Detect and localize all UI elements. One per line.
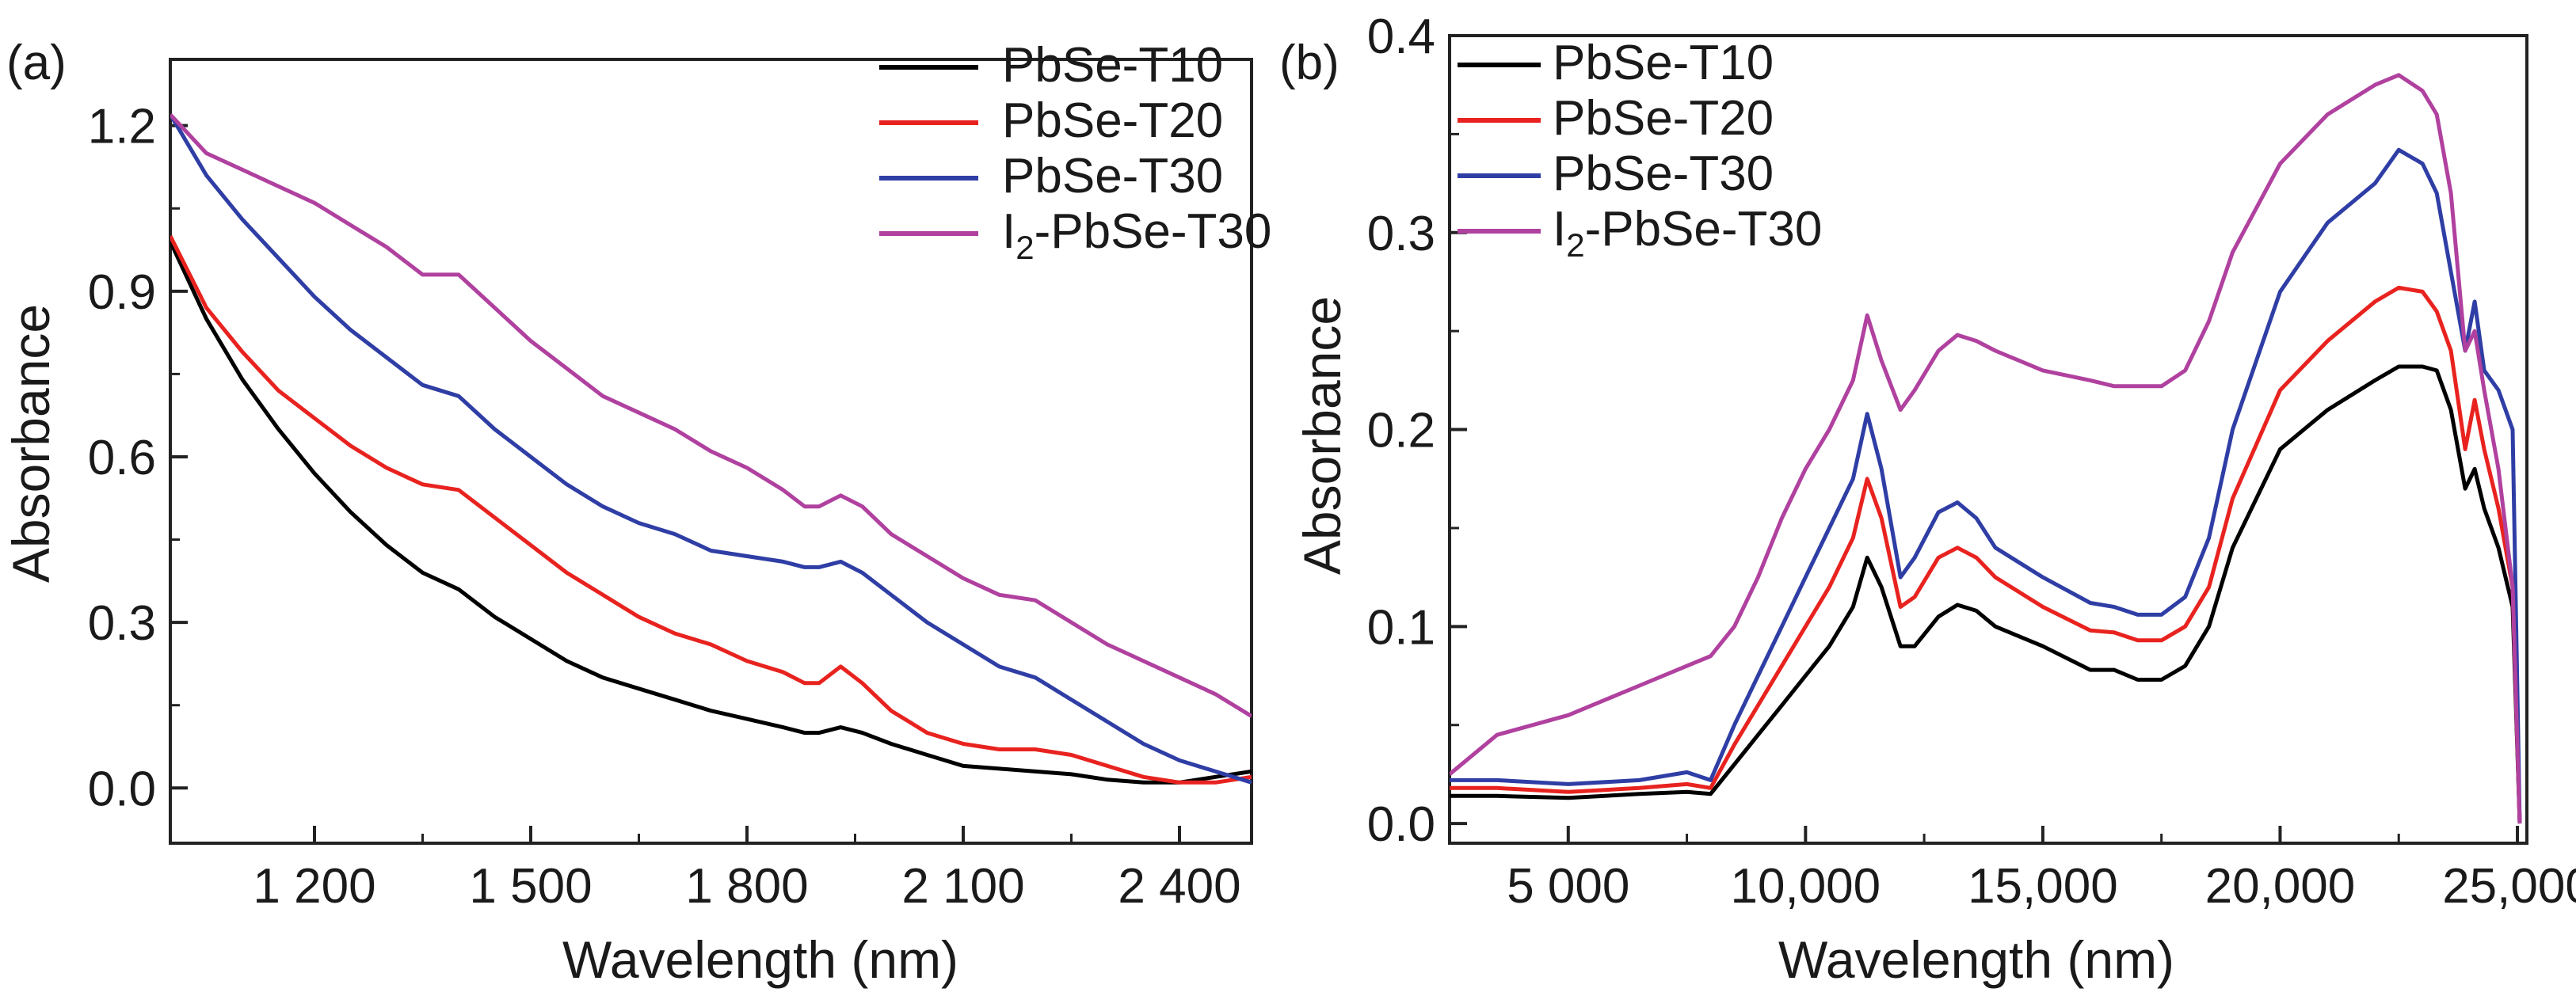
panel-a-xlabel: Wavelength (nm) [562, 930, 958, 989]
panel-b-plot-frame [1448, 34, 2528, 845]
panel-b-xtick-label: 10,000 [1731, 859, 1881, 914]
panel-b-xtick-label: 15,000 [1968, 859, 2118, 914]
panel-a-ytick-label: 1.2 [88, 100, 156, 154]
panel-a-xtick-label: 2 400 [1118, 859, 1240, 914]
panel-a-ytick-label: 0.9 [88, 265, 156, 320]
panel-b-legend-label: I2-PbSe-T30 [1553, 202, 1822, 264]
panel-a-legend-label: I2-PbSe-T30 [1002, 204, 1271, 266]
panel-a: (a) Absorbance Wavelength (nm) 1 200 1 50… [2, 36, 1271, 989]
panel-b-ylabel: Absorbance [1293, 296, 1351, 575]
panel-a-ytick-label: 0.6 [88, 431, 156, 485]
panel-a-xtick-label: 2 100 [901, 859, 1024, 914]
panel-a-legend-label: PbSe-T10 [1002, 38, 1223, 93]
panel-b-legend-label: PbSe-T30 [1553, 146, 1774, 201]
panel-a-series-pbse-t20 [170, 234, 1252, 785]
panel-a-ylabel: Absorbance [2, 304, 60, 583]
panel-a-xtick-label: 1 500 [469, 859, 592, 914]
panel-b-xtick-label: 5 000 [1507, 859, 1629, 914]
panel-b-series-pbse-t20 [1450, 285, 2522, 824]
panel-a-plot-frame [169, 58, 1253, 845]
panel-b-label: (b) [1279, 36, 1339, 90]
panel-b-ytick-label: 0.0 [1367, 797, 1435, 852]
panel-b-series-pbse-t10 [1450, 364, 2522, 824]
panel-b: (b) Absorbance Wavelength (nm) 5 000 10,0… [1279, 10, 2576, 989]
panel-a-series-pbse-t30 [170, 113, 1252, 785]
panel-b-series-pbse-t30 [1450, 147, 2522, 824]
panel-a-legend-label: PbSe-T30 [1002, 149, 1223, 203]
panel-a-label: (a) [6, 36, 67, 90]
panel-b-ytick-label: 0.3 [1367, 207, 1435, 261]
panel-a-xtick-label: 1 200 [253, 859, 375, 914]
panel-a-ytick-label: 0.0 [88, 762, 156, 816]
panel-b-legend-label: PbSe-T20 [1553, 91, 1774, 146]
panel-a-series-i2-pbse-t30 [170, 112, 1252, 718]
panel-b-ytick-label: 0.4 [1367, 10, 1435, 64]
panel-b-xlabel: Wavelength (nm) [1778, 930, 2174, 989]
panel-a-ytick-label: 0.3 [88, 596, 156, 651]
panel-b-legend-label: PbSe-T10 [1553, 36, 1774, 90]
panel-b-series-i2-pbse-t30 [1450, 73, 2522, 824]
panel-b-ytick-label: 0.2 [1367, 404, 1435, 458]
panel-b-xtick-label: 25,000 [2442, 859, 2576, 914]
panel-a-legend-label: PbSe-T20 [1002, 93, 1223, 148]
panel-b-ytick-label: 0.1 [1367, 600, 1435, 655]
panel-b-xtick-label: 20,000 [2205, 859, 2356, 914]
panel-a-xtick-label: 1 800 [685, 859, 808, 914]
panel-a-series-pbse-t10 [170, 241, 1252, 785]
